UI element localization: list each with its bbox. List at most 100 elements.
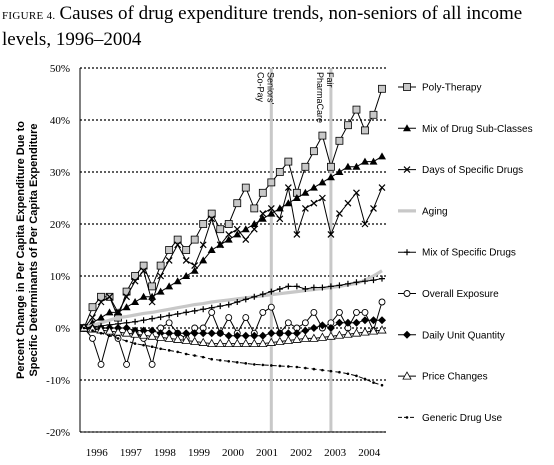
data-point [116, 337, 120, 340]
legend-item-mix-of-specific-drugs: Mix of Specific Drugs [398, 248, 516, 259]
data-point [259, 210, 267, 218]
data-point [360, 316, 369, 325]
y-tick-label: 50% [50, 63, 70, 75]
data-point [334, 330, 345, 339]
data-point [148, 360, 156, 368]
data-point [335, 318, 344, 327]
data-point [200, 306, 207, 313]
data-point [353, 279, 360, 286]
data-point [285, 283, 292, 290]
data-point [335, 136, 344, 145]
data-point [147, 331, 157, 340]
data-point [301, 204, 309, 212]
data-point [293, 230, 301, 238]
x-tick-label: 1996 [86, 447, 109, 459]
data-point [82, 326, 86, 330]
legend-label: Poly-Therapy [422, 83, 481, 94]
data-point [148, 282, 157, 291]
legend-marker [404, 249, 410, 256]
y-tick-label: 40% [50, 115, 70, 127]
data-point [244, 362, 248, 365]
data-point [250, 331, 259, 340]
data-point [173, 235, 182, 244]
data-point [87, 324, 98, 333]
x-tick-label: 2003 [324, 447, 347, 459]
data-point [343, 162, 352, 170]
data-point [173, 329, 182, 338]
data-point [378, 84, 386, 93]
data-point [378, 184, 386, 192]
data-point [123, 293, 130, 301]
data-point [369, 110, 378, 119]
data-point [232, 338, 242, 348]
data-point [131, 277, 139, 285]
data-point [300, 333, 311, 342]
data-point [326, 173, 335, 181]
data-point [157, 272, 165, 280]
data-point [284, 319, 292, 327]
series-price-changes [79, 323, 387, 348]
legend-marker [403, 290, 411, 297]
data-point [125, 339, 128, 343]
data-point [284, 329, 293, 338]
legend-label: Mix of Drug Sub-Classes [422, 124, 533, 135]
data-point [327, 283, 334, 290]
data-point [165, 282, 174, 290]
data-point [295, 365, 299, 369]
data-point [352, 318, 361, 327]
x-tick-label: 2000 [222, 447, 245, 459]
data-point [139, 261, 148, 270]
data-point [182, 246, 191, 254]
data-point [193, 354, 196, 357]
data-point [338, 370, 341, 374]
data-point [182, 272, 191, 279]
data-point [130, 329, 140, 338]
data-point [258, 331, 267, 340]
data-point [378, 298, 386, 306]
data-point [108, 334, 111, 338]
data-point [140, 267, 148, 275]
data-point [326, 331, 336, 340]
legend-marker [403, 83, 411, 91]
series-daily-unit-quantity [80, 316, 386, 340]
data-point [310, 284, 317, 291]
data-point [157, 314, 164, 321]
data-point [293, 283, 300, 290]
data-point [318, 178, 327, 186]
data-point [369, 316, 378, 325]
data-point [326, 324, 335, 332]
data-point [283, 335, 294, 344]
x-tick-label: 2001 [256, 447, 278, 459]
data-point [233, 230, 242, 238]
data-point [250, 225, 258, 233]
data-point [284, 184, 292, 192]
data-point [355, 374, 358, 378]
data-point [370, 204, 377, 212]
legend-marker [403, 330, 411, 339]
legend-marker [402, 371, 412, 380]
data-point [352, 105, 361, 114]
y-tick-label: -20% [46, 427, 70, 439]
data-point [182, 256, 190, 264]
legend-marker [405, 416, 409, 419]
data-point [217, 303, 224, 310]
data-point [224, 338, 234, 348]
data-point [159, 347, 162, 351]
data-point [258, 188, 267, 197]
data-point [346, 372, 350, 376]
data-point [99, 331, 103, 335]
data-point [224, 235, 233, 243]
data-point [363, 377, 367, 381]
data-point [165, 329, 174, 338]
data-point [207, 329, 216, 338]
data-point [318, 131, 327, 140]
data-point [267, 329, 276, 338]
data-point [89, 314, 96, 322]
data-point [208, 308, 216, 316]
data-point [242, 236, 250, 244]
data-point [317, 332, 328, 341]
legend-label: Daily Unit Quantity [422, 330, 505, 341]
data-point [242, 296, 249, 303]
data-point [216, 225, 225, 234]
data-point [327, 162, 335, 171]
